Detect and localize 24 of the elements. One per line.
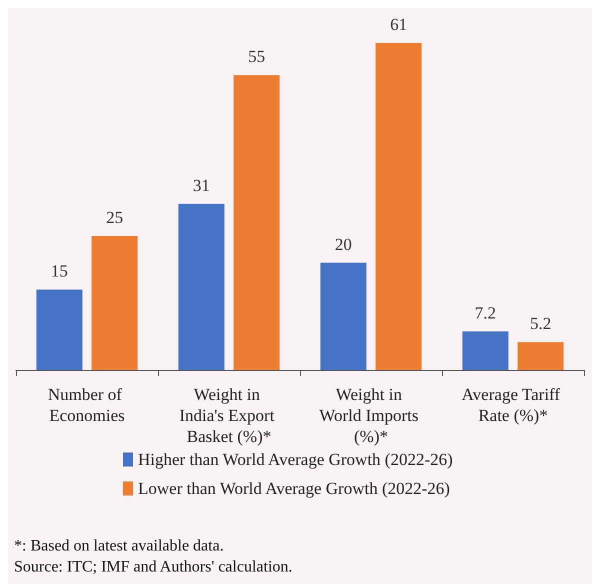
bar (178, 204, 224, 370)
bar (376, 43, 422, 370)
bar (234, 75, 280, 370)
bar (518, 342, 564, 370)
x-tick-label: Weight in World Imports (%)* (319, 385, 423, 446)
data-label: 61 (390, 15, 408, 34)
data-label: 7.2 (474, 303, 496, 322)
data-label: 25 (106, 208, 124, 227)
data-label: 5.2 (530, 314, 552, 334)
bar (36, 290, 82, 370)
data-label: 31 (192, 176, 210, 195)
x-tick-label: Number of Economies (48, 385, 126, 425)
x-tick-label: Average Tariff Rate (%)* (462, 385, 564, 425)
source-note: Source: ITC; IMF and Authors' calculation. (14, 558, 292, 576)
legend-label: Lower than World Average Growth (2022-26) (138, 479, 450, 498)
data-label: 55 (248, 47, 266, 66)
bar (92, 236, 138, 370)
x-tick-label: Weight in India's Export Basket (%)* (179, 385, 279, 446)
text: *: Based on latest available data. (14, 538, 224, 554)
data-label: 20 (334, 234, 352, 254)
bar (462, 331, 508, 370)
legend-label: Higher than World Average Growth (2022-26) (138, 450, 453, 469)
bar (320, 262, 366, 370)
data-label: 15 (50, 262, 68, 281)
